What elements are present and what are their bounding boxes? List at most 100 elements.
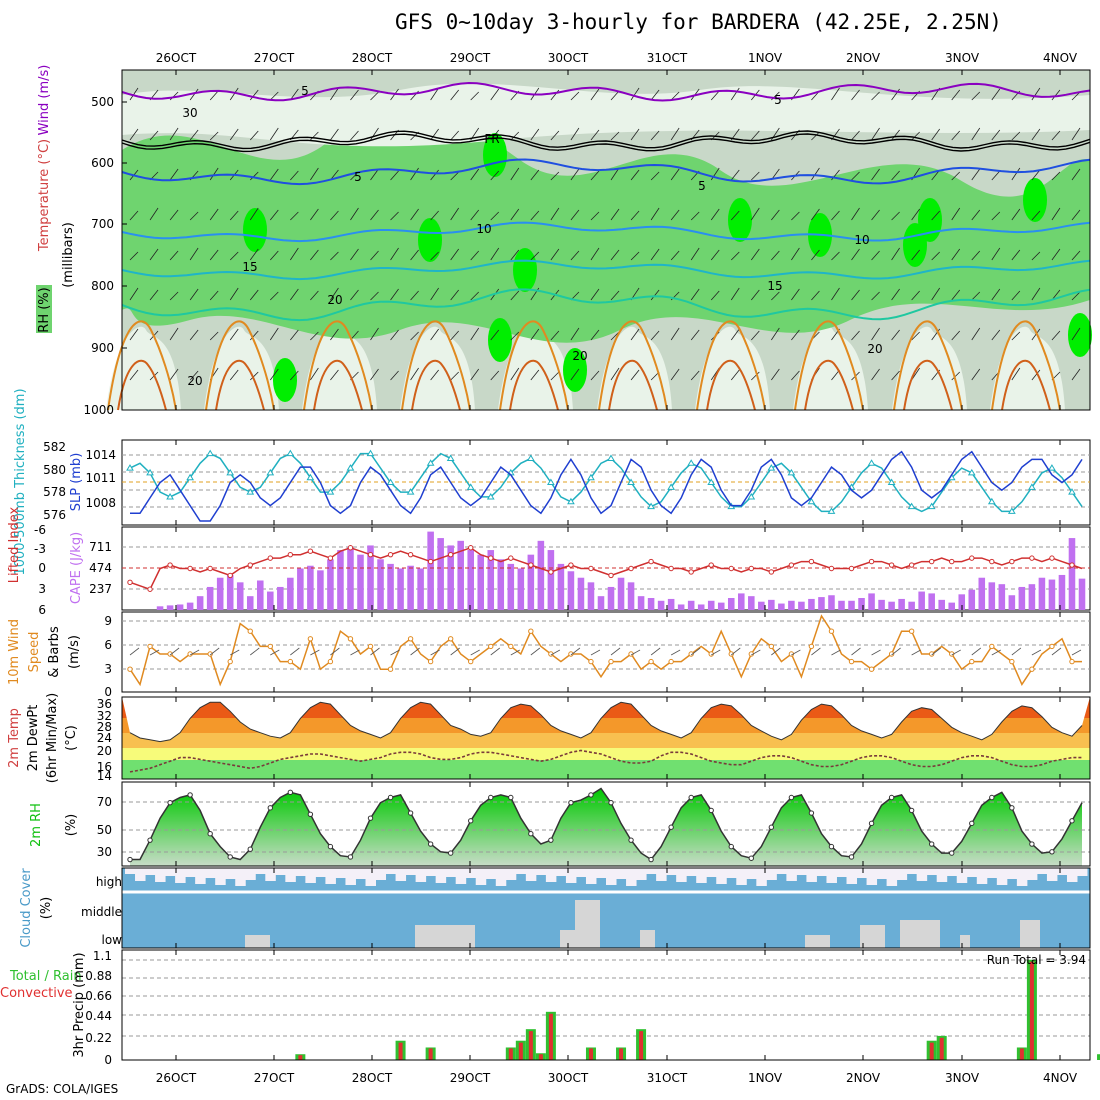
precip-tick-0.44: 0.44 [85, 1009, 112, 1023]
rh-saturated-spot [1023, 178, 1047, 222]
cape-bar [307, 565, 314, 610]
lifted-index-line-point [548, 569, 554, 575]
cape-bar [1038, 577, 1046, 610]
thickness-line-point [647, 502, 655, 510]
wind-barb-icon [771, 327, 780, 341]
wind-barb-icon [290, 247, 299, 261]
wind-barb-icon [811, 167, 820, 181]
wind-barb-icon [811, 131, 820, 141]
wind-barb-icon [229, 369, 239, 381]
cape-bar [317, 570, 324, 610]
lifted-index-line-point [989, 558, 995, 565]
rh2m-line-point [928, 841, 935, 847]
temp-contour-30 [215, 359, 265, 411]
cloud-high-gap [806, 868, 817, 882]
wind10m-speed-line-point [407, 636, 414, 642]
cape-bar [928, 593, 935, 610]
wind10m-barb-icon [751, 649, 761, 656]
wind-barb-icon [590, 129, 600, 141]
wind-barb-icon [249, 371, 259, 381]
pressure-tick-700: 700 [91, 217, 114, 231]
wind10m-barb-icon [390, 649, 400, 656]
dewpoint2m-line [129, 749, 1082, 773]
cape-bar [267, 591, 274, 610]
wind-barb-icon [430, 128, 439, 141]
wind-barb-icon [831, 87, 840, 101]
wind-barb-icon [1011, 249, 1021, 261]
wind-barb-icon [1011, 131, 1021, 141]
wind-barb-icon [590, 247, 600, 261]
upper-ylabel-wind: Wind (m/s) [37, 65, 52, 136]
wind-barb-icon [530, 328, 540, 341]
wind-barb-icon [290, 288, 299, 301]
wind-barb-icon [690, 288, 700, 301]
lifted-index-line-point [588, 565, 594, 572]
wind-barb-icon [169, 91, 179, 101]
rh2m-line-point [568, 799, 574, 806]
rh2m-line-point [908, 807, 915, 814]
cloud-low-block [415, 925, 475, 948]
cloud-high-gap [796, 868, 807, 875]
wind-barb-icon [630, 369, 640, 381]
wind10m-speed-line-point [728, 651, 734, 657]
wind-barb-icon [209, 331, 219, 341]
wind-barb-icon [470, 250, 480, 261]
wind10m-barb-icon [650, 647, 661, 656]
wind-barb-icon [510, 131, 520, 141]
wind-barb-icon [330, 128, 339, 141]
wind-barb-icon [570, 91, 580, 101]
wind-barb-icon [370, 91, 379, 101]
rh2m-line-point [748, 855, 755, 861]
contour-label-FR: FR [484, 132, 499, 146]
wind-barb-icon [149, 248, 159, 261]
temp-contour-15 [121, 259, 1091, 281]
cloud-high-gap [946, 868, 958, 876]
wind-barb-icon [530, 210, 540, 221]
temp-band [122, 760, 1090, 779]
cloud-high-gap [726, 868, 737, 878]
thickness-line-point [166, 492, 174, 500]
cloud-high-gap [595, 868, 607, 878]
wind-barb-icon [630, 251, 640, 261]
temp2m-ylabel-0: 2m Temp [7, 708, 22, 768]
wind10m-speed-line-point [287, 658, 294, 665]
date-label-top-30OCT: 30OCT [548, 51, 589, 65]
rh2m-line-point [508, 794, 514, 801]
temp-contour-20 [121, 288, 1091, 322]
wind-barb-icon [209, 208, 219, 221]
contour-label-15: 15 [242, 260, 257, 274]
contour-label-5: 5 [698, 179, 706, 193]
wind10m-barb-icon [470, 649, 480, 656]
wind-barb-icon [931, 210, 940, 221]
wind10m-barb-icon [971, 647, 982, 656]
wind-barb-icon [510, 208, 520, 221]
contour-label-5: 5 [354, 170, 362, 184]
lifted-index-line-point [628, 565, 634, 572]
cloud-low-block [1020, 920, 1040, 948]
wind-barb-icon [1031, 328, 1041, 341]
wind-barb-icon [550, 130, 560, 141]
wind-barb-icon [991, 329, 1001, 341]
cloud-panel-frame [121, 867, 1091, 949]
rh2m-line-point [768, 824, 775, 830]
wind10m-barb-icon [310, 649, 320, 656]
wind-barb-icon [670, 168, 680, 181]
wind-barb-icon [891, 170, 900, 181]
wind-barb-icon [650, 289, 660, 301]
cape-bar [176, 604, 184, 610]
wind-barb-icon [871, 327, 880, 341]
rh2m-line-point [327, 843, 334, 850]
temp-band [122, 733, 1090, 748]
wind-barb-icon [370, 168, 379, 181]
wind-barb-icon [751, 171, 760, 181]
precip-ylabel-convective: Convective [0, 986, 73, 1001]
wind10m-speed-line-point [1009, 658, 1015, 665]
wind-barb-icon [871, 127, 880, 141]
cape-bar [697, 604, 705, 610]
cape-bar [798, 601, 805, 610]
rh-dry-dome [302, 326, 377, 410]
cloud-low-block [860, 925, 885, 948]
wind-barb-icon [971, 368, 981, 381]
cape-bar [387, 563, 394, 610]
wind-barb-icon [971, 91, 981, 101]
